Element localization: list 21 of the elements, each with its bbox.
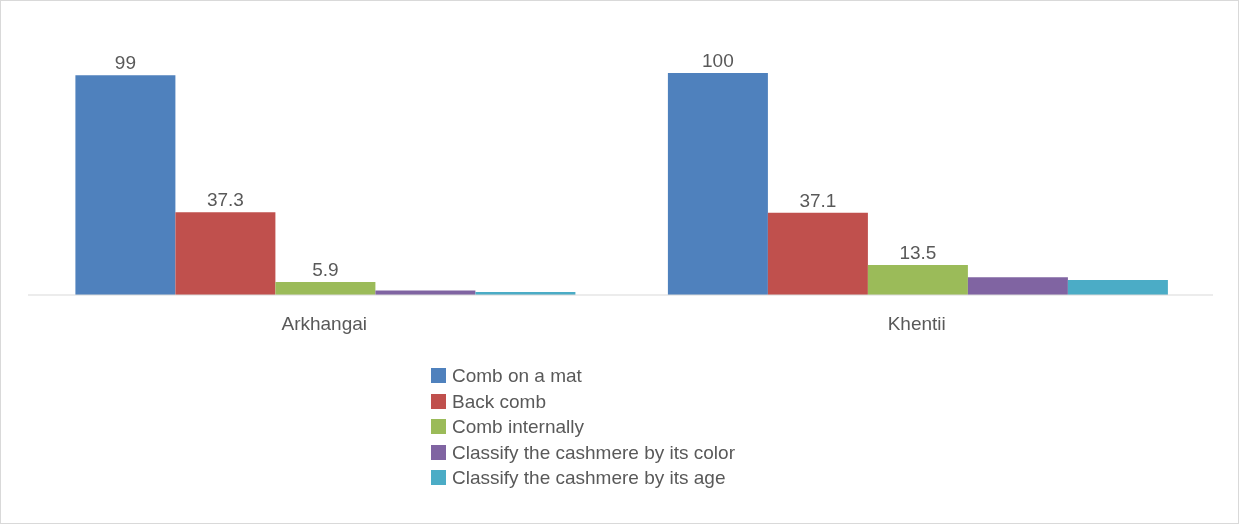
data-label: 37.1: [799, 189, 837, 211]
legend-label: Comb internally: [452, 415, 584, 439]
bar: [967, 277, 1068, 295]
data-label: 5.9: [312, 258, 339, 280]
data-label: 37.3: [206, 189, 244, 211]
bar: [867, 265, 968, 295]
bar: [1067, 279, 1168, 295]
data-label: 13.5: [899, 242, 937, 264]
data-label: 100: [702, 50, 734, 71]
bar: [275, 281, 376, 295]
bar: [667, 73, 768, 295]
x-tick-label: Khentii: [887, 313, 946, 335]
bar: [175, 212, 276, 295]
bar: [767, 212, 868, 295]
legend-label: Classify the cashmere by its color: [452, 440, 735, 465]
legend-label: Classify the cashmere by its age: [452, 466, 726, 490]
data-label: 99: [114, 52, 136, 74]
x-tick-label: Arkhangai: [281, 313, 368, 335]
legend-label: Back comb: [452, 389, 546, 414]
legend-label: Comb on a mat: [452, 364, 582, 388]
bar: [75, 75, 176, 295]
